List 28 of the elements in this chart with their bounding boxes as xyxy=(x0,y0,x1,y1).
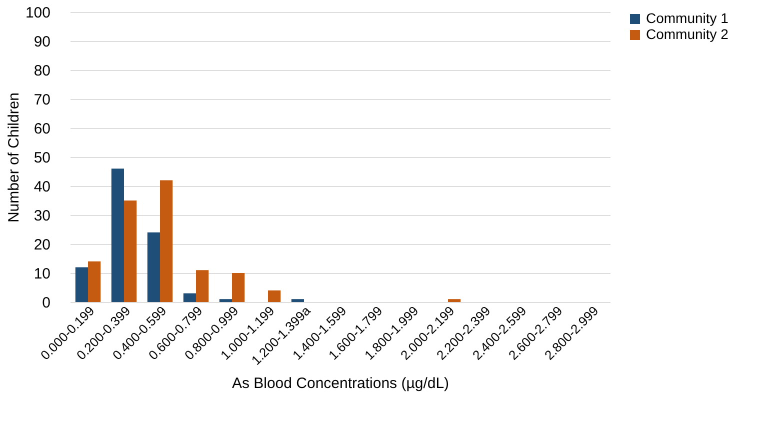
y-tick-label: 50 xyxy=(34,150,50,166)
y-axis-title: Number of Children xyxy=(5,92,22,223)
bar xyxy=(147,232,160,302)
legend-label: Community 2 xyxy=(646,26,729,42)
bar xyxy=(75,267,88,302)
bar xyxy=(111,168,124,302)
bar xyxy=(183,293,196,302)
bar xyxy=(232,273,245,302)
bar xyxy=(160,180,173,302)
y-tick-label: 30 xyxy=(34,208,50,224)
y-tick-label: 0 xyxy=(42,294,50,312)
legend-label: Community 1 xyxy=(646,10,729,26)
bar xyxy=(448,299,461,302)
y-tick-label: 70 xyxy=(34,92,50,108)
bar xyxy=(124,200,137,302)
bar xyxy=(88,261,101,302)
bar xyxy=(268,290,281,302)
y-tick-label: 40 xyxy=(34,178,50,196)
bar xyxy=(196,270,209,302)
y-tick-label: 100 xyxy=(25,4,50,22)
bar xyxy=(291,299,304,302)
y-tick-label: 10 xyxy=(34,266,50,282)
bar xyxy=(219,299,232,302)
y-tick-label: 80 xyxy=(34,62,50,80)
y-tick-label: 90 xyxy=(34,34,50,50)
x-axis-title: As Blood Concentrations (µg/dL) xyxy=(232,374,450,392)
y-tick-label: 60 xyxy=(34,120,50,138)
y-tick-label: 20 xyxy=(34,236,50,254)
